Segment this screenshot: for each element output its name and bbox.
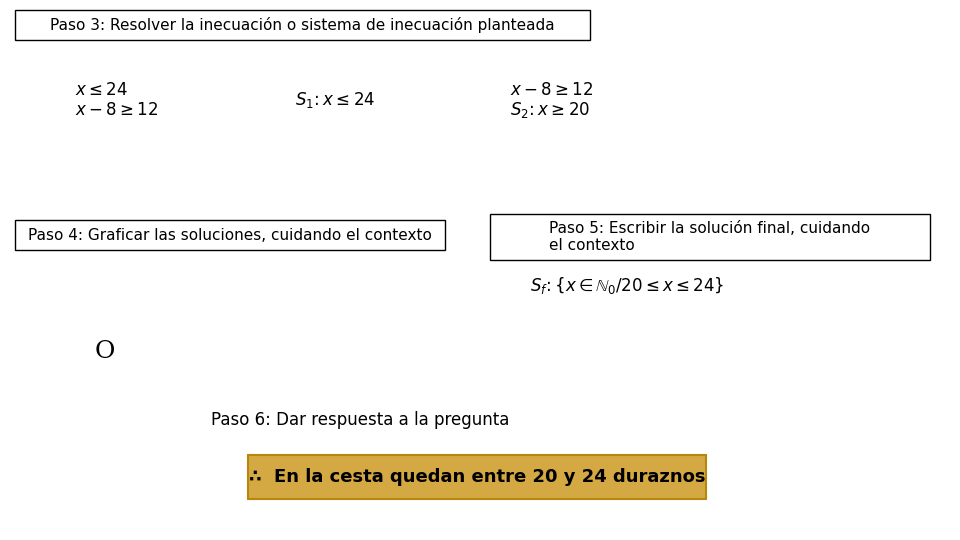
- Text: Paso 6: Dar respuesta a la pregunta: Paso 6: Dar respuesta a la pregunta: [211, 411, 509, 429]
- Text: $S_1\!: x \leq 24$: $S_1\!: x \leq 24$: [295, 90, 375, 110]
- Text: Paso 3: Resolver la inecuación o sistema de inecuación planteada: Paso 3: Resolver la inecuación o sistema…: [50, 17, 555, 33]
- Text: $x \leq 24$: $x \leq 24$: [75, 81, 128, 99]
- Text: $x - 8 \geq 12$: $x - 8 \geq 12$: [75, 101, 158, 119]
- Text: O: O: [95, 341, 115, 363]
- FancyBboxPatch shape: [490, 214, 930, 260]
- FancyBboxPatch shape: [248, 455, 706, 499]
- Text: Paso 4: Graficar las soluciones, cuidando el contexto: Paso 4: Graficar las soluciones, cuidand…: [28, 227, 432, 242]
- Text: $x - 8 \geq 12$: $x - 8 \geq 12$: [510, 81, 593, 99]
- Text: Paso 5: Escribir la solución final, cuidando
el contexto: Paso 5: Escribir la solución final, cuid…: [549, 221, 871, 253]
- FancyBboxPatch shape: [15, 10, 590, 40]
- Text: $S_2\!: x \geq 20$: $S_2\!: x \geq 20$: [510, 100, 590, 120]
- FancyBboxPatch shape: [15, 220, 445, 250]
- Text: ∴  En la cesta quedan entre 20 y 24 duraznos: ∴ En la cesta quedan entre 20 y 24 duraz…: [249, 468, 706, 486]
- Text: $S_f\!:\{x \in \mathbb{N}_0/20 \leq x \leq 24\}$: $S_f\!:\{x \in \mathbb{N}_0/20 \leq x \l…: [530, 274, 725, 295]
